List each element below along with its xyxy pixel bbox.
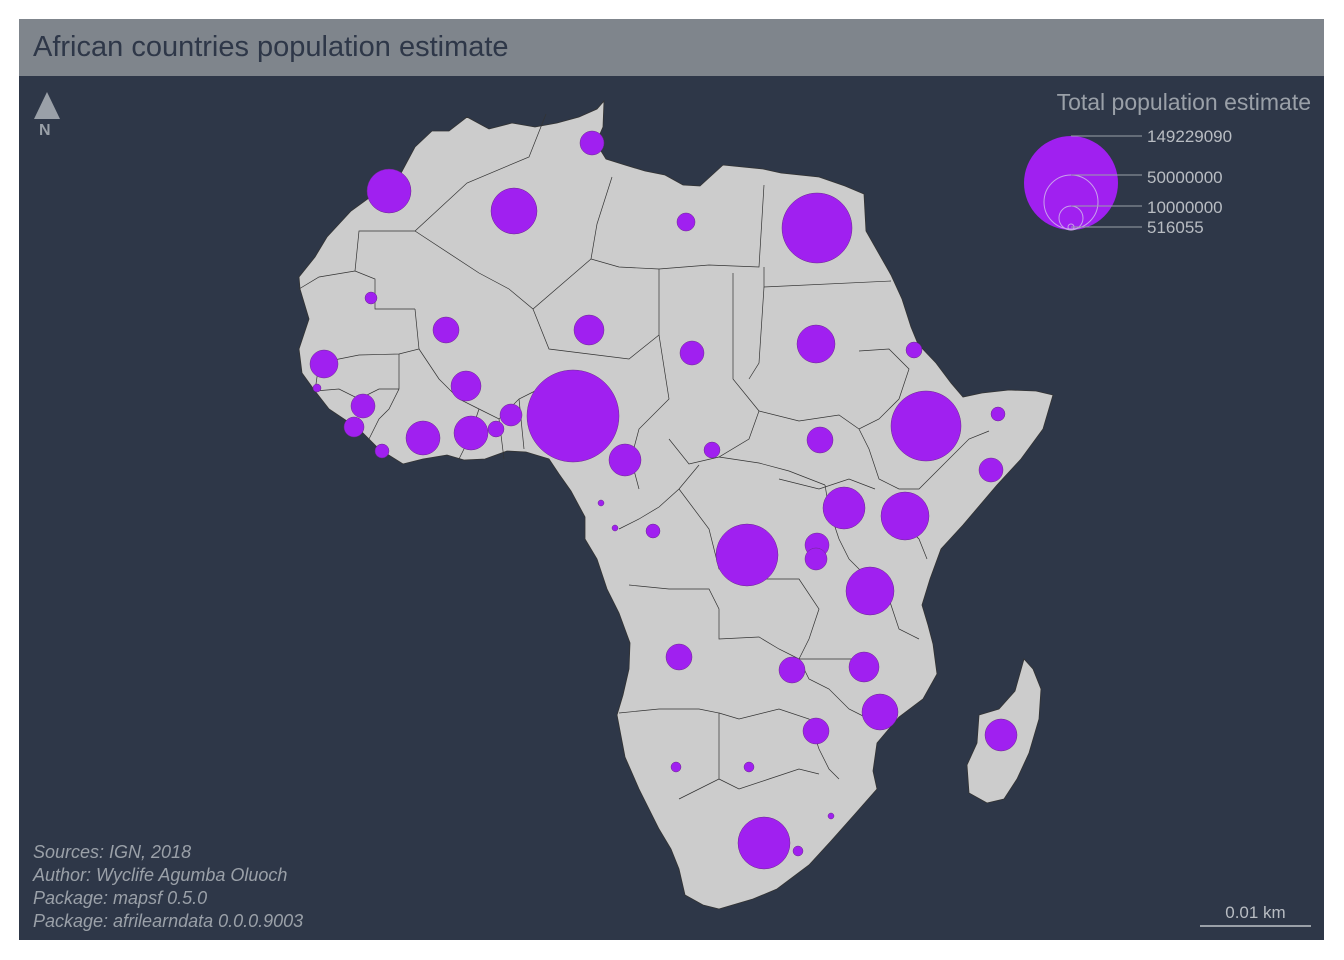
credit-package-mapsf: Package: mapsf 0.5.0 [33,888,208,908]
country-border-9 [668,273,760,465]
north-arrow-icon [34,92,60,119]
credit-author: Author: Wyclife Agumba Oluoch [33,865,288,885]
country-border-29 [518,398,525,450]
africa-outline [298,99,1054,910]
population-symbol-2 [366,168,412,214]
legend-value-1: 149229090 [1147,127,1233,146]
legend-symbols [1024,135,1142,231]
credit-sources: Sources: IGN, 2018 [33,842,192,862]
population-symbol-8 [573,314,605,346]
population-symbol-4 [676,212,696,232]
population-symbol-6 [364,291,378,305]
population-symbol-25 [703,441,721,459]
population-symbol-28 [978,457,1004,483]
scale-line [1200,925,1311,927]
legend-value-3: 10000000 [1147,198,1223,217]
legend-title: Total population estimate [1056,89,1311,115]
population-symbol-16 [499,403,523,427]
population-symbol-32 [611,524,619,532]
population-symbol-34 [715,523,779,587]
population-symbol-21 [405,420,441,456]
population-symbol-36 [804,547,828,571]
population-symbol-11 [905,341,923,359]
country-border-1 [590,176,765,270]
population-symbol-13 [312,383,322,393]
country-border-25 [368,354,400,440]
country-border-5 [414,230,592,310]
population-symbol-41 [861,693,899,731]
map-canvas [298,99,1054,910]
scale-label: 0.01 km [1225,903,1286,922]
scale-bar: 0.01 km [1200,903,1311,927]
country-border-15 [618,464,700,530]
country-border-7 [532,269,660,360]
population-symbol-22 [453,415,489,451]
country-border-16 [678,488,820,660]
population-symbol-9 [679,340,705,366]
population-symbol-1 [579,130,605,156]
africa-landmass [298,99,1054,910]
country-border-14 [718,456,826,486]
population-symbol-48 [792,845,804,857]
population-symbol-24 [608,443,642,477]
population-symbol-20 [343,416,365,438]
population-symbol-33 [645,523,661,539]
population-symbol-19 [990,406,1006,422]
population-symbol-45 [743,761,755,773]
population-symbol-40 [848,651,880,683]
country-border-20 [628,584,859,660]
legend-value-4: 516055 [1147,218,1204,237]
population-symbol-17 [526,369,620,463]
population-symbol-26 [806,426,834,454]
population-symbol-29 [597,499,605,507]
proportional-symbols [309,130,1018,870]
population-symbol-37 [845,566,895,616]
population-symbol-47 [827,812,835,820]
legend-circle-large [1024,136,1118,230]
population-symbol-39 [778,656,806,684]
population-symbol-38 [665,643,693,671]
population-symbol-27 [374,443,390,459]
population-symbol-31 [880,491,930,541]
credit-package-afrilearndata: Package: afrilearndata 0.0.0.9003 [33,911,304,931]
credits: Sources: IGN, 2018 Author: Wyclife Agumb… [33,841,303,933]
population-symbol-15 [350,393,376,419]
population-symbol-23 [487,420,505,438]
population-symbol-44 [670,761,682,773]
population-symbol-7 [432,316,460,344]
population-symbol-18 [890,390,962,462]
population-symbol-43 [802,717,830,745]
population-symbol-5 [781,192,853,264]
title-bar: African countries population estimate [19,19,1324,76]
population-symbol-46 [737,816,791,870]
population-symbol-14 [450,370,482,402]
country-border-23 [718,768,820,790]
country-border-12 [858,428,990,490]
country-border-4 [298,270,356,290]
map-title: African countries population estimate [33,31,509,63]
country-border-11 [758,348,910,430]
population-symbol-42 [984,718,1018,752]
legend: Total population estimate 149229090 5000… [1009,87,1314,247]
north-label: N [39,122,51,139]
legend-value-2: 50000000 [1147,168,1223,187]
country-border-24 [798,658,870,720]
population-symbol-12 [309,349,339,379]
population-symbol-3 [490,187,538,235]
country-border-22 [718,708,840,780]
map-frame: African countries population estimate N … [19,19,1324,940]
population-symbol-30 [822,486,866,530]
population-symbol-10 [796,324,836,364]
country-border-10 [748,286,765,380]
country-border-13 [778,478,876,490]
